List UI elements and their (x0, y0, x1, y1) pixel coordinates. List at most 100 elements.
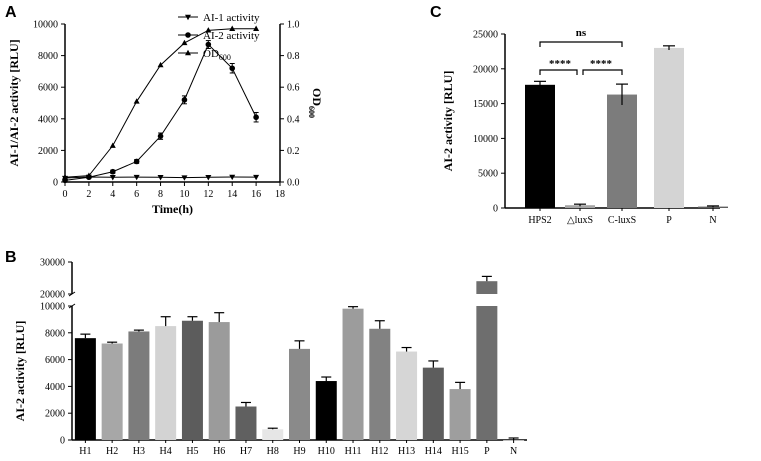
a-y2-tick-label: 0.2 (287, 146, 300, 157)
a-x-axis-title: Time(h) (152, 202, 193, 216)
a-y-tick-label: 4000 (38, 114, 58, 125)
a-legend-marker (185, 49, 191, 56)
a-point-1 (205, 41, 212, 48)
a-legend-label: AI-1 activity (203, 12, 260, 24)
b-y-tick-label: 0 (60, 436, 65, 447)
a-y2-tick-label: 0.8 (287, 51, 300, 62)
b-bar (235, 406, 257, 440)
c-y-tick-label: 0 (493, 204, 498, 215)
b-x-tick-label: H15 (451, 446, 468, 457)
b-x-tick-label: H9 (293, 446, 305, 457)
c-y-axis-title: AI-2 activity [RLU] (441, 71, 455, 172)
b-bar (128, 331, 150, 440)
b-y-axis-title: AI-2 activity [RLU] (13, 321, 27, 422)
b-y-tick-label: 8000 (45, 328, 65, 339)
b-y-tick-label: 10000 (40, 302, 65, 313)
a-y-tick-label: 6000 (38, 83, 58, 94)
a-point-0 (133, 174, 140, 181)
a-series-line-2 (64, 28, 257, 178)
c-x-tick-label: △luxS (567, 215, 593, 226)
b-bar (181, 320, 203, 440)
a-point-1 (253, 114, 259, 121)
c-bar (654, 47, 684, 208)
a-point-2 (157, 61, 164, 68)
b-bar (262, 429, 284, 440)
a-y2-tick-label: 0.6 (287, 83, 300, 94)
a-point-2 (85, 172, 92, 178)
c-x-tick-label: HPS2 (528, 215, 551, 226)
c-x-tick-label: P (666, 215, 672, 226)
b-x-tick-label: H5 (186, 446, 198, 457)
a-point-0 (229, 174, 236, 181)
a-point-1 (229, 65, 236, 72)
a-y-tick-label: 10000 (33, 20, 58, 31)
a-point-2 (229, 25, 236, 31)
c-bar (565, 205, 595, 208)
a-legend-label: AI-2 activity (203, 30, 260, 42)
b-bar (369, 328, 391, 440)
b-y-tick-label: 6000 (45, 355, 65, 366)
b-bar (396, 351, 418, 440)
b-bar-upper (476, 281, 498, 294)
a-point-1 (157, 133, 164, 139)
a-point-1 (181, 97, 188, 103)
b-x-tick-label: H14 (425, 446, 442, 457)
b-x-tick-label: H6 (213, 446, 225, 457)
a-x-tick-label: 16 (251, 189, 261, 200)
a-point-1 (133, 158, 140, 165)
a-x-tick-label: 18 (275, 189, 285, 200)
panel-a-chart: 0 2 4 6 8 10 12 14 16 18 0 2000 4000 6000 8000 10000 0.0… (7, 12, 324, 216)
b-bar (449, 389, 471, 440)
c-x-tick-label: N (709, 215, 716, 226)
a-y-tick-label: 0 (53, 178, 58, 189)
a-point-2 (133, 98, 140, 104)
c-sig-bracket (539, 69, 578, 75)
a-x-tick-label: 4 (110, 189, 115, 200)
a-x-tick-label: 12 (203, 189, 213, 200)
b-x-tick-label: H12 (371, 446, 388, 457)
b-x-tick-label: H1 (79, 446, 91, 457)
b-bar (74, 338, 96, 440)
b-y-tick-label: 30000 (40, 258, 65, 269)
a-y-axis-title: AI-1/AI-2 activity [RLU] (7, 39, 21, 166)
a-point-0 (157, 175, 164, 181)
b-x-tick-label: H8 (267, 446, 279, 457)
c-bar (607, 94, 637, 208)
a-legend-marker (185, 14, 191, 21)
a-point-2 (181, 39, 188, 46)
panel-letter-b: B (5, 249, 17, 266)
a-point-2 (62, 174, 68, 180)
a-x-tick-label: 10 (179, 189, 189, 200)
b-bar (476, 306, 498, 440)
a-y2-tick-label: 1.0 (287, 20, 300, 31)
a-y-tick-label: 2000 (38, 146, 58, 157)
b-x-tick-label: H11 (345, 446, 362, 457)
a-point-2 (109, 142, 116, 148)
b-bar (315, 381, 337, 440)
b-x-tick-label: P (484, 446, 490, 457)
c-y-tick-label: 25000 (473, 30, 498, 41)
a-point-1 (109, 168, 116, 175)
a-y2-tick-label: 0.0 (287, 178, 300, 189)
a-x-tick-label: 2 (86, 189, 91, 200)
a-x-tick-label: 8 (158, 189, 163, 200)
panel-letter-a: A (5, 4, 17, 21)
c-x-tick-label: C-luxS (608, 215, 636, 226)
b-x-tick-label: H13 (398, 446, 415, 457)
panel-letter-c: C (430, 4, 442, 21)
b-bar (342, 308, 364, 440)
c-sig-label: **** (590, 58, 613, 70)
a-y2-tick-label: 0.4 (287, 114, 300, 125)
a-y-tick-label: 8000 (38, 51, 58, 62)
b-y-tick-label: 20000 (40, 290, 65, 301)
c-sig-bracket (582, 69, 623, 75)
b-y-tick-label: 4000 (45, 382, 65, 393)
a-point-0 (181, 175, 188, 181)
b-x-tick-label: H10 (318, 446, 335, 457)
b-x-tick-label: H3 (133, 446, 145, 457)
c-y-tick-label: 15000 (473, 99, 498, 110)
a-point-0 (253, 174, 260, 181)
c-bar (525, 84, 555, 208)
